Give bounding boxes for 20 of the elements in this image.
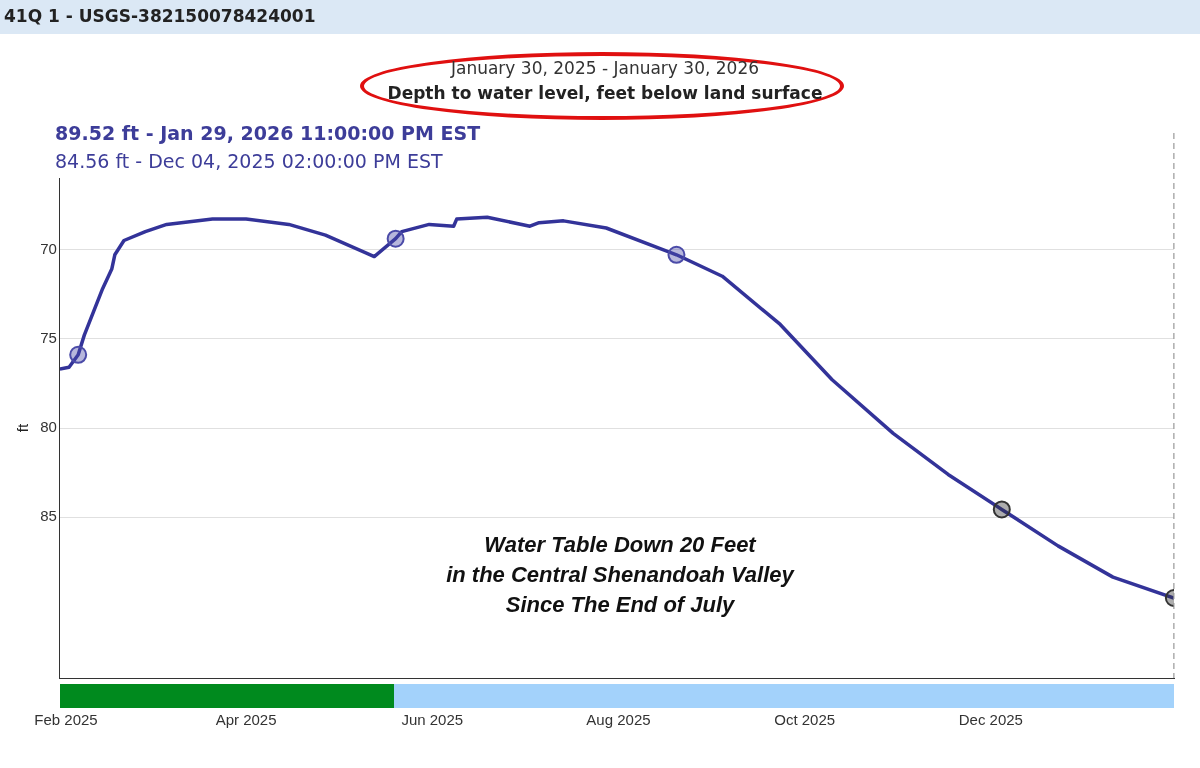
y-tick-label: 70 [40,239,57,257]
annotation: Water Table Down 20 Feet in the Central Shenandoah Valley Since The End of July [445,531,796,619]
y-tick-label: 75 [40,328,57,346]
x-tick-label: Apr 2025 [215,711,277,729]
point [667,245,686,264]
x-tick-label: Oct 2025 [774,711,836,729]
y-tick-label: 85 [40,507,57,525]
text: 89.52 ft - Jan 29, 2026 11:00:00 PM EST [55,122,481,144]
text: Depth to water level, feet below land surface [386,83,824,103]
x-tick-label: Aug 2025 [586,711,651,729]
chart-title: 41Q 1 - USGS-382150078424001 [0,0,1200,34]
x-tick-label: Dec 2025 [958,711,1023,729]
y-tick-label: 80 [40,418,57,436]
chart-subtitle: January 30, 2025 - January 30, 2026 [449,58,761,78]
point [69,345,88,364]
text: 84.56 ft - Dec 04, 2025 02:00:00 PM EST [55,150,443,172]
point [386,229,405,248]
x-tick-label: Feb 2025 [34,711,98,729]
x-tick-label: Jun 2025 [401,711,464,729]
y-axis-title: ft [14,423,32,433]
